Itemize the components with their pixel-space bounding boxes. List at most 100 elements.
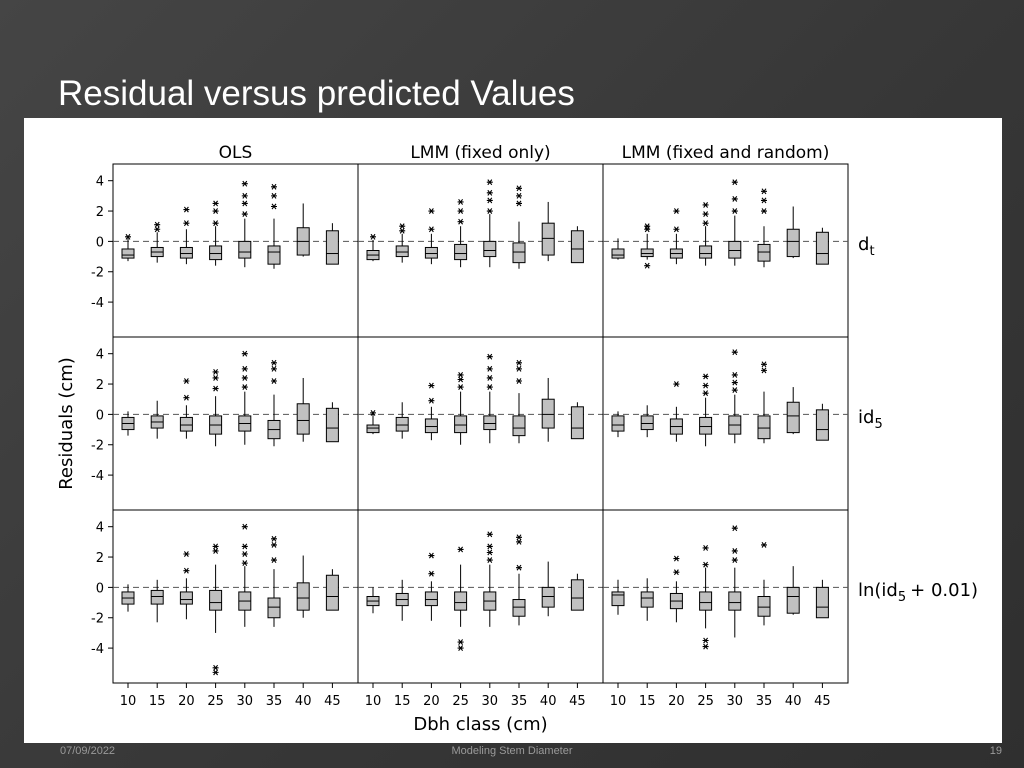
outlier bbox=[428, 382, 435, 389]
outlier bbox=[486, 189, 493, 196]
outlier bbox=[761, 208, 767, 214]
box bbox=[541, 398, 555, 429]
outlier bbox=[516, 378, 522, 384]
outlier bbox=[399, 227, 406, 234]
panel-frame bbox=[602, 163, 849, 338]
box bbox=[483, 415, 497, 431]
outlier bbox=[183, 551, 190, 557]
row-label-part: t bbox=[869, 244, 874, 259]
outlier bbox=[241, 180, 248, 187]
panel-frame bbox=[357, 163, 604, 338]
outlier bbox=[212, 543, 219, 550]
box bbox=[454, 591, 468, 611]
outlier bbox=[241, 523, 248, 530]
y-tick-label: 2 bbox=[96, 205, 104, 220]
box bbox=[699, 591, 713, 611]
outlier bbox=[644, 226, 651, 233]
x-tick-label: 10 bbox=[365, 694, 382, 709]
outlier bbox=[516, 564, 522, 571]
outlier bbox=[241, 543, 248, 550]
column-title: LMM (fixed only) bbox=[410, 143, 550, 163]
outlier bbox=[428, 552, 435, 559]
outlier bbox=[516, 185, 522, 192]
box bbox=[424, 246, 438, 259]
outlier bbox=[702, 202, 709, 208]
box bbox=[267, 597, 281, 619]
outlier bbox=[212, 669, 219, 676]
outlier bbox=[241, 560, 248, 567]
outlier bbox=[457, 218, 464, 225]
outlier bbox=[486, 179, 493, 186]
outlier bbox=[271, 203, 277, 210]
box bbox=[728, 591, 742, 611]
outlier bbox=[125, 233, 131, 240]
outlier bbox=[183, 394, 190, 401]
outlier bbox=[457, 372, 464, 378]
panel-frame bbox=[602, 509, 849, 684]
outlier bbox=[516, 200, 522, 207]
page-number: 19 bbox=[989, 745, 1002, 757]
panel-frame bbox=[112, 336, 359, 511]
outlier bbox=[702, 382, 709, 389]
y-tick-label: -4 bbox=[91, 469, 104, 484]
outlier bbox=[271, 557, 277, 564]
box bbox=[238, 240, 252, 259]
box bbox=[296, 582, 310, 611]
box bbox=[611, 248, 625, 259]
box bbox=[757, 415, 771, 440]
outlier bbox=[241, 192, 248, 199]
outlier bbox=[271, 359, 277, 366]
column-title: LMM (fixed and random) bbox=[622, 143, 830, 163]
row-label-part: 5 bbox=[898, 590, 906, 605]
outlier bbox=[241, 375, 248, 381]
outlier bbox=[644, 262, 651, 269]
y-tick-label: -4 bbox=[91, 642, 104, 657]
x-axis-label: Dbh class (cm) bbox=[413, 714, 547, 735]
box bbox=[209, 245, 223, 261]
panel-frame bbox=[112, 163, 359, 338]
box bbox=[815, 586, 829, 619]
outlier bbox=[731, 195, 738, 202]
outlier bbox=[486, 365, 493, 372]
outlier bbox=[673, 381, 680, 387]
box bbox=[454, 415, 468, 434]
box bbox=[757, 596, 771, 617]
outlier bbox=[702, 390, 709, 397]
outlier bbox=[457, 376, 464, 383]
outlier bbox=[731, 557, 738, 564]
box bbox=[325, 574, 339, 611]
box bbox=[267, 245, 281, 265]
outlier bbox=[486, 197, 493, 204]
y-tick-label: 4 bbox=[96, 175, 104, 190]
y-tick-label: -2 bbox=[91, 266, 104, 281]
outlier bbox=[486, 549, 493, 556]
box bbox=[325, 230, 339, 265]
box bbox=[611, 415, 625, 432]
x-tick-label: 20 bbox=[178, 694, 195, 709]
x-tick-label: 10 bbox=[610, 694, 627, 709]
box bbox=[570, 579, 584, 611]
outlier bbox=[731, 379, 738, 386]
outlier bbox=[271, 541, 277, 548]
outlier bbox=[486, 531, 493, 538]
outlier bbox=[761, 367, 767, 374]
panel-frame bbox=[357, 509, 604, 684]
outlier bbox=[673, 569, 680, 576]
outlier bbox=[271, 535, 277, 542]
slide-title: Residual versus predicted Values bbox=[58, 74, 575, 113]
outlier bbox=[761, 361, 767, 368]
box bbox=[454, 243, 468, 261]
outlier bbox=[702, 373, 709, 380]
box bbox=[424, 418, 438, 434]
outlier bbox=[731, 525, 738, 532]
outlier bbox=[457, 546, 464, 553]
footer-date: 07/09/2022 bbox=[60, 745, 116, 757]
outlier bbox=[731, 387, 738, 394]
outlier bbox=[457, 384, 464, 391]
y-tick-label: 2 bbox=[96, 551, 104, 566]
x-tick-label: 15 bbox=[394, 694, 411, 709]
outlier bbox=[486, 353, 493, 360]
outlier bbox=[673, 555, 680, 562]
